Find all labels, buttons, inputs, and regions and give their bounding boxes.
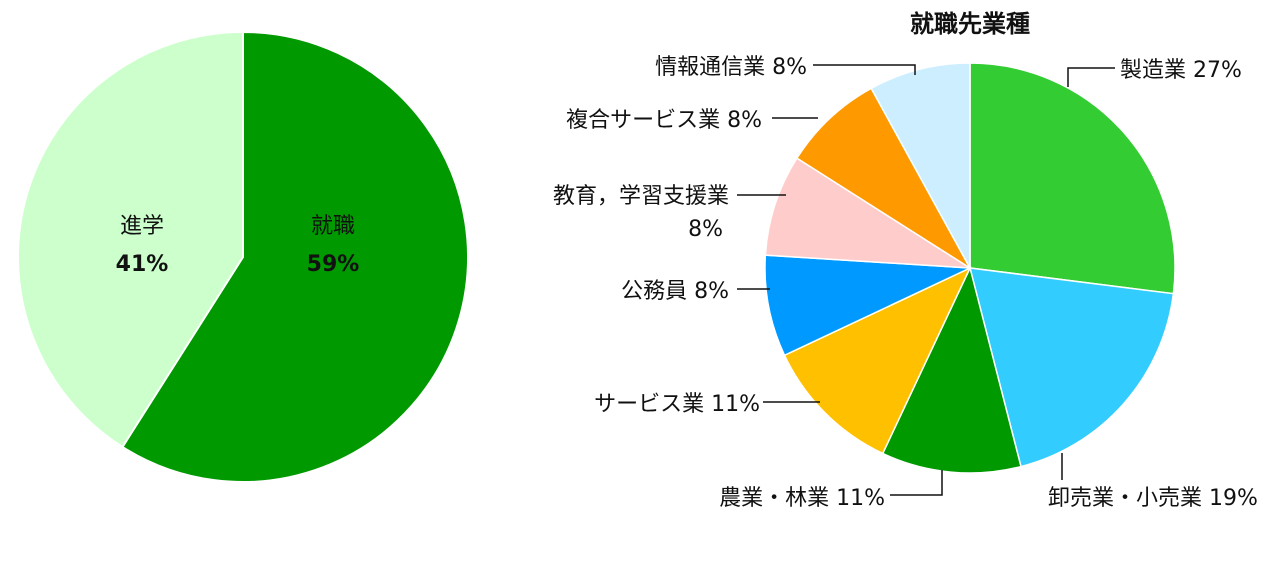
slice-label: 進学 xyxy=(120,214,164,239)
slice-label: 情報通信業 8% xyxy=(655,55,807,80)
leader-line xyxy=(813,64,916,75)
pie-slice-wholesale-retail xyxy=(968,267,1175,468)
slice-label: 就職 xyxy=(311,214,355,239)
pie-slice-agriculture-forestry xyxy=(881,265,1022,474)
slice-label: 複合サービス業 8% xyxy=(566,108,762,133)
pie-slice-manufacturing xyxy=(969,62,1176,295)
right-pie-chart: 就職先業種 製造業 27% 卸売業・小売業 19% 農業・林業 11% サービス業 1… xyxy=(553,10,1258,511)
slice-label: 農業・林業 11% xyxy=(719,486,885,511)
pie-slice-further-education xyxy=(17,30,244,449)
slice-percent: 59% xyxy=(307,252,360,277)
slice-label: サービス業 11% xyxy=(594,392,760,417)
pie-slice-compound-services xyxy=(795,87,971,269)
leader-line xyxy=(890,470,943,496)
slice-label: 卸売業・小売業 19% xyxy=(1048,486,1258,511)
slice-label: 製造業 27% xyxy=(1120,58,1242,83)
pie-slice-employment xyxy=(121,30,469,483)
pie-slice-info-comm xyxy=(870,62,971,269)
leader-line xyxy=(1067,67,1115,87)
left-pie-chart: 就職 59% 進学 41% xyxy=(17,30,469,483)
pie-slice-public-servant xyxy=(764,254,971,357)
slice-label-line2: 8% xyxy=(688,217,723,242)
chart-title: 就職先業種 xyxy=(910,10,1030,38)
pie-slice-services xyxy=(783,266,972,455)
slice-label: 公務員 8% xyxy=(621,279,729,304)
slice-label: 教育，学習支援業 xyxy=(553,184,729,209)
pie-slice-education xyxy=(764,157,971,269)
slice-percent: 41% xyxy=(116,252,169,277)
